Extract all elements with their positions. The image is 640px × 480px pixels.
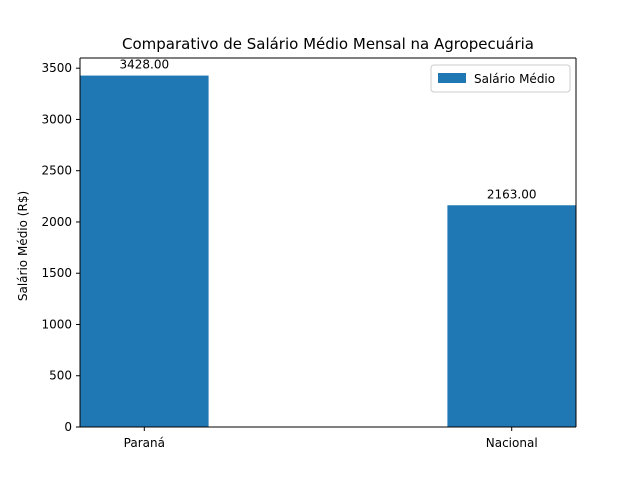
y-tick-label: 1000: [41, 317, 72, 331]
y-tick-label: 3000: [41, 112, 72, 126]
y-tick-label: 2000: [41, 215, 72, 229]
x-tick-label: Nacional: [486, 436, 538, 450]
y-tick-label: 3500: [41, 61, 72, 75]
chart-title: Comparativo de Salário Médio Mensal na A…: [122, 35, 534, 53]
legend-swatch: [438, 73, 466, 83]
plot-area: 3428.00 2163.00 0 500 1000 1500 2000 2500 3000 35…: [41, 57, 577, 450]
legend-entry-label: Salário Médio: [474, 72, 555, 86]
legend: Salário Médio: [430, 64, 571, 93]
y-axis-label: Salário Médio (R$): [16, 191, 30, 301]
y-tick-label: 500: [49, 369, 72, 383]
y-tick-label: 2500: [41, 164, 72, 178]
bar-parana: [80, 75, 209, 428]
bar-nacional: [447, 205, 576, 427]
y-tick-label: 0: [64, 420, 72, 434]
data-label: 3428.00: [119, 58, 169, 72]
data-label: 2163.00: [487, 187, 537, 201]
y-tick-label: 1500: [41, 266, 72, 280]
x-tick-label: Paraná: [124, 436, 165, 450]
legend-box: [430, 64, 571, 93]
